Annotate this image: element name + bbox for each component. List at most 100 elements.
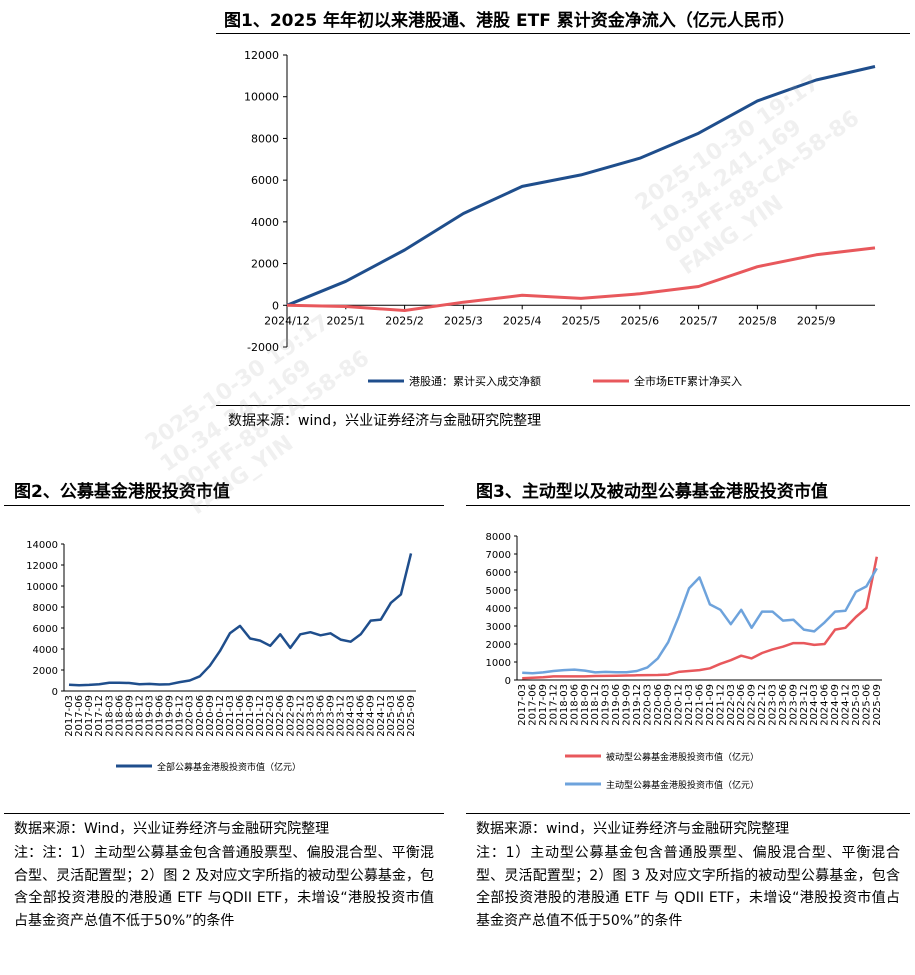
x-tick-label: 2018-06 — [569, 684, 580, 726]
x-tick-label: 2025-03 — [386, 695, 397, 737]
x-tick-label: 2023-06 — [315, 695, 326, 737]
x-tick-label: 2025/4 — [503, 314, 542, 327]
x-tick-label: 2022-06 — [275, 695, 286, 737]
x-tick-label: 2018-06 — [114, 695, 125, 737]
x-tick-label: 2017-09 — [84, 695, 95, 737]
x-tick-label: 2020-03 — [642, 684, 653, 726]
x-tick-label: 2017-12 — [549, 684, 560, 726]
x-tick-label: 2022-09 — [285, 695, 296, 737]
x-tick-label: 2022-12 — [757, 684, 768, 726]
x-tick-label: 2019-09 — [165, 695, 176, 737]
fig1-source: 数据来源：wind，兴业证券经济与金融研究院整理 — [228, 413, 542, 429]
fig1-source-rule — [216, 405, 910, 406]
x-tick-label: 2022-03 — [726, 684, 737, 726]
x-tick-label: 2018-03 — [104, 695, 115, 737]
x-tick-label: 2020-12 — [215, 695, 226, 737]
x-tick-label: 2020-12 — [674, 684, 685, 726]
fig1-title: 图1、2025 年年初以来港股通、港股 ETF 累计资金净流入（亿元人民币） — [224, 11, 795, 31]
x-tick-label: 2018-12 — [590, 684, 601, 726]
y-tick-label: 14000 — [26, 540, 58, 551]
y-tick-label: 2000 — [486, 640, 511, 651]
x-tick-label: 2022-03 — [265, 695, 276, 737]
x-tick-label: 2020-09 — [205, 695, 216, 737]
x-tick-label: 2019-12 — [175, 695, 186, 737]
fig3-chart: 0 1000 2000 3000 4000 5000 6000 7000 8000 2017-03… — [486, 532, 883, 791]
x-tick-label: 2025-06 — [861, 684, 872, 726]
y-tick-label: 1000 — [486, 658, 511, 669]
y-tick-label: 4000 — [33, 645, 58, 656]
x-tick-label: 2024-12 — [841, 684, 852, 726]
x-tick-label: 2022-09 — [747, 684, 758, 726]
x-tick-label: 2021-06 — [235, 695, 246, 737]
y-tick-label: 0 — [52, 687, 58, 698]
y-tick-label: 6000 — [486, 568, 511, 579]
x-tick-label: 2017-12 — [94, 695, 105, 737]
x-tick-label: 2023-09 — [788, 684, 799, 726]
x-tick-label: 2025/8 — [738, 314, 777, 327]
x-tick-label: 2021-03 — [225, 695, 236, 737]
x-tick-label: 2020-06 — [653, 684, 664, 726]
x-tick-label: 2019-12 — [632, 684, 643, 726]
x-tick-label: 2025/6 — [620, 314, 659, 327]
x-tick-label: 2018-12 — [134, 695, 145, 737]
fig1-title-rule — [216, 33, 910, 34]
x-tick-label: 2025-09 — [872, 684, 883, 726]
fig3-title: 图3、主动型以及被动型公募基金港股投资市值 — [476, 482, 828, 502]
fig3-title-rule — [466, 505, 910, 506]
series-line-1 — [68, 553, 413, 687]
x-tick-label: 2017-09 — [538, 684, 549, 726]
series-line-2 — [286, 246, 876, 312]
x-tick-label: 2021-09 — [245, 695, 256, 737]
legend-label-1: 港股通：累计买入成交净额 — [409, 374, 541, 388]
x-tick-label: 2025/1 — [326, 314, 365, 327]
x-tick-label: 2025/7 — [679, 314, 718, 327]
x-tick-label: 2021-06 — [695, 684, 706, 726]
x-tick-label: 2023-12 — [799, 684, 810, 726]
series-line-1 — [522, 556, 879, 680]
fig2-title: 图2、公募基金港股投资市值 — [14, 482, 230, 502]
x-tick-label: 2019-06 — [155, 695, 166, 737]
x-tick-label: 2022-06 — [736, 684, 747, 726]
x-tick-label: 2025/5 — [562, 314, 601, 327]
fig2-title-rule — [4, 505, 444, 506]
fig3-source: 数据来源：wind，兴业证券经济与金融研究院整理 — [476, 821, 790, 837]
x-tick-label: 2023-03 — [768, 684, 779, 726]
y-tick-label: 2000 — [33, 666, 58, 677]
x-tick-label: 2025-03 — [851, 684, 862, 726]
x-tick-label: 2025-06 — [396, 695, 407, 737]
x-tick-label: 2025-09 — [406, 695, 417, 737]
y-tick-label: 8000 — [251, 132, 279, 145]
series-line-2 — [522, 567, 878, 675]
y-tick-label: 10000 — [244, 91, 279, 104]
x-tick-label: 2025/2 — [385, 314, 424, 327]
x-tick-label: 2021-03 — [684, 684, 695, 726]
y-tick-label: 12000 — [26, 561, 58, 572]
y-tick-label: 7000 — [486, 550, 511, 561]
y-tick-label: 8000 — [33, 603, 58, 614]
x-tick-label: 2024-09 — [366, 695, 377, 737]
x-tick-label: 2017-03 — [64, 695, 75, 737]
x-tick-label: 2021-12 — [715, 684, 726, 726]
y-tick-label: 2000 — [251, 258, 279, 271]
fig2-source-rule — [4, 813, 444, 814]
y-tick-label: 12000 — [244, 49, 279, 62]
x-tick-label: 2020-09 — [663, 684, 674, 726]
x-tick-label: 2023-06 — [778, 684, 789, 726]
legend-label-2: 主动型公募基金港股投资市值（亿元） — [606, 779, 759, 791]
legend-label-1: 被动型公募基金港股投资市值（亿元） — [606, 751, 759, 763]
x-tick-label: 2020-06 — [195, 695, 206, 737]
x-tick-label: 2019-06 — [611, 684, 622, 726]
x-tick-label: 2019-09 — [622, 684, 633, 726]
x-tick-label: 2021-12 — [255, 695, 266, 737]
y-tick-label: 8000 — [486, 532, 511, 543]
x-tick-label: 2023-12 — [336, 695, 347, 737]
x-tick-label: 2024-09 — [830, 684, 841, 726]
x-tick-label: 2018-03 — [559, 684, 570, 726]
x-tick-label: 2017-06 — [74, 695, 85, 737]
y-tick-label: 4000 — [486, 604, 511, 615]
fig2-note: 注：注：1）主动型公募基金包含普通股票型、偏股混合型、平衡混合型、灵活配置型；2… — [14, 845, 434, 929]
x-tick-label: 2023-09 — [326, 695, 337, 737]
legend-label-2: 全市场ETF累计净买入 — [634, 374, 742, 388]
x-tick-label: 2018-09 — [124, 695, 135, 737]
